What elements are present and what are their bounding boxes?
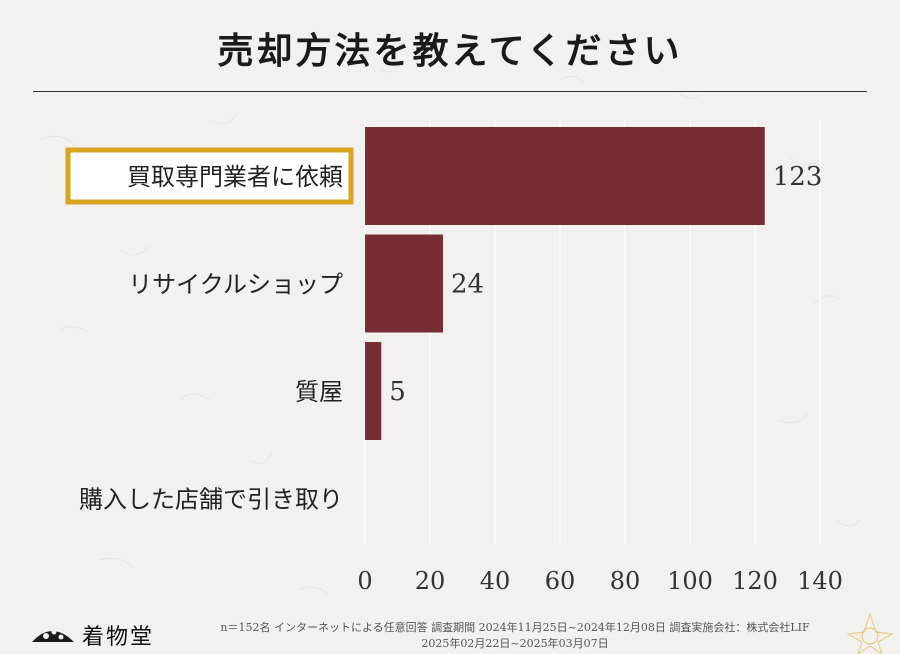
- x-tick-label: 120: [732, 567, 778, 595]
- bar: [365, 342, 382, 440]
- title-divider: [33, 91, 867, 92]
- category-label: 質屋: [295, 378, 343, 406]
- category-label: 購入した店舗で引き取り: [79, 486, 343, 514]
- data-label: 5: [389, 377, 406, 407]
- x-tick-label: 80: [610, 567, 641, 595]
- footer-line-1: n＝152名 インターネットによる任意回答 調査期間 2024年11月25日~2…: [220, 621, 810, 634]
- corner-star-decoration: [846, 612, 894, 654]
- bar: [365, 234, 443, 333]
- x-tick-label: 40: [480, 567, 511, 595]
- category-label: 買取専門業者に依頼: [127, 163, 343, 191]
- x-tick-label: 20: [415, 567, 446, 595]
- page-title: 売却方法を教えてください: [217, 30, 683, 72]
- data-label: 24: [451, 270, 484, 300]
- data-label: 123: [773, 162, 823, 192]
- highlight-box: [65, 147, 354, 205]
- category-label: リサイクルショップ: [128, 271, 343, 299]
- x-tick-label: 0: [357, 567, 372, 595]
- bar-layer: [365, 127, 765, 440]
- footer-note: n＝152名 インターネットによる任意回答 調査期間 2024年11月25日~2…: [140, 620, 890, 652]
- bar: [365, 127, 765, 225]
- logo-text: 着物堂: [82, 625, 155, 650]
- logo-fan-icon: [32, 629, 74, 642]
- x-tick-label: 100: [667, 567, 713, 595]
- footer-line-2: 2025年02月22日~2025年03月07日: [421, 637, 609, 650]
- x-tick-label: 60: [545, 567, 576, 595]
- x-tick-label: 140: [797, 567, 843, 595]
- tick-layer: 0 20 40 60 80 100 120 140: [357, 567, 843, 595]
